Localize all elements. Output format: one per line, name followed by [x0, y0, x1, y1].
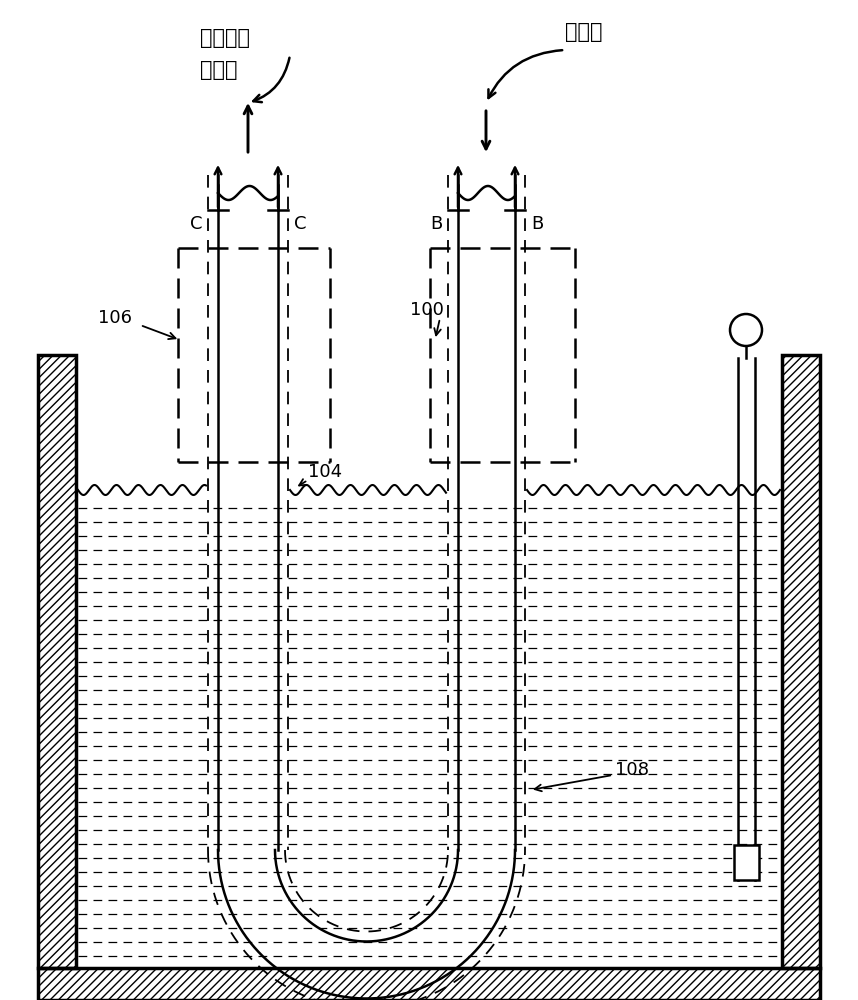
Text: B: B	[531, 215, 543, 233]
Text: 100: 100	[410, 301, 444, 319]
Text: 镍、钴、: 镍、钴、	[200, 28, 250, 48]
Bar	[782, 355, 820, 968]
Bar	[38, 968, 820, 1000]
Text: 106: 106	[98, 309, 132, 327]
Bar	[734, 845, 759, 880]
Text: C: C	[190, 215, 202, 233]
Text: 108: 108	[615, 761, 649, 779]
Text: 镧、铈: 镧、铈	[200, 60, 238, 80]
Text: C: C	[293, 215, 306, 233]
Text: B: B	[430, 215, 442, 233]
Bar	[782, 355, 820, 968]
Bar	[38, 355, 76, 968]
Bar	[38, 355, 76, 968]
Text: 104: 104	[308, 463, 342, 481]
Bar	[38, 968, 820, 1000]
Text: 钨、钼: 钨、钼	[565, 22, 602, 42]
Circle shape	[730, 314, 762, 346]
